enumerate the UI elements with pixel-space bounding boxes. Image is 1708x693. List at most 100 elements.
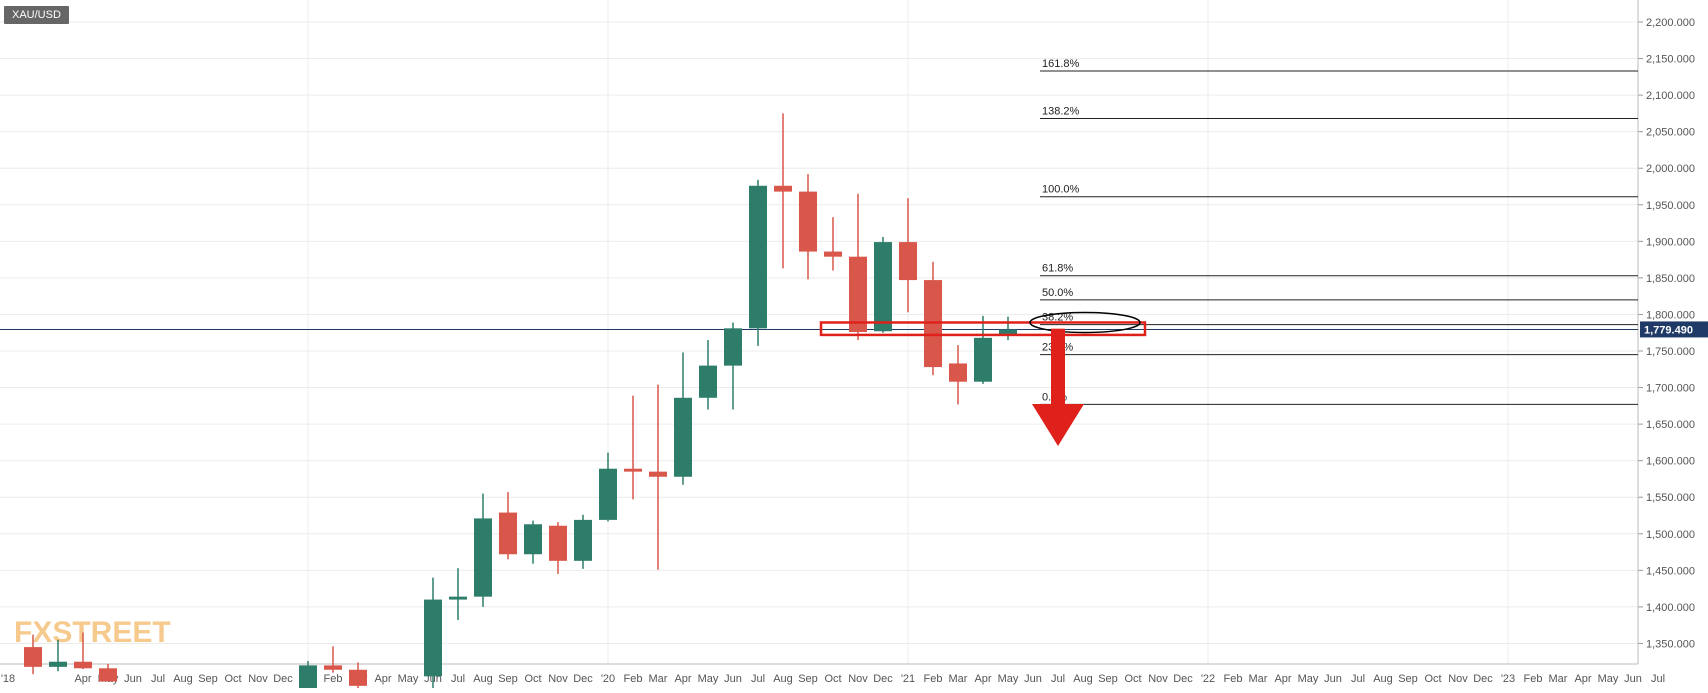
x-tick-label: May (1298, 673, 1319, 685)
x-tick-label: Jul (751, 673, 765, 685)
candle-body[interactable] (524, 524, 542, 555)
y-tick-label: 2,000.000 (1646, 163, 1695, 175)
x-tick-label: Aug (1373, 673, 1393, 685)
candle-body[interactable] (799, 191, 817, 252)
current-price-badge (1640, 321, 1708, 338)
x-tick-label: Mar (649, 673, 668, 685)
x-tick-label: '18 (1, 673, 15, 685)
current-price-value: 1,779.490 (1644, 324, 1693, 336)
x-tick-label: Apr (974, 673, 991, 685)
candle-body[interactable] (549, 525, 567, 561)
x-tick-label: '22 (1201, 673, 1215, 685)
y-tick-label: 1,600.000 (1646, 456, 1695, 468)
candle-body[interactable] (299, 665, 317, 693)
fib-382-oval (1029, 311, 1141, 334)
x-tick-label: Jun (124, 673, 142, 685)
candle-body[interactable] (999, 329, 1017, 336)
candle-body[interactable] (699, 365, 717, 398)
arrow-shaft (1051, 328, 1065, 407)
x-tick-label: May (1598, 673, 1619, 685)
x-tick-label: Dec (1473, 673, 1493, 685)
x-tick-label: Oct (824, 673, 841, 685)
x-tick-label: Mar (949, 673, 968, 685)
x-tick-label: Nov (248, 673, 268, 685)
y-tick-label: 1,800.000 (1646, 309, 1695, 321)
y-tick-label: 1,700.000 (1646, 383, 1695, 395)
x-tick-label: Aug (473, 673, 493, 685)
x-tick-label: Sep (1098, 673, 1118, 685)
candle-body[interactable] (849, 256, 867, 332)
x-tick-label: May (398, 673, 419, 685)
y-tick-label: 1,450.000 (1646, 565, 1695, 577)
candle-body[interactable] (99, 668, 117, 682)
x-tick-label: Nov (548, 673, 568, 685)
candle-body[interactable] (474, 518, 492, 597)
x-tick-label: Jun (1624, 673, 1642, 685)
y-tick-label: 2,150.000 (1646, 54, 1695, 66)
x-tick-label: Aug (773, 673, 793, 685)
candle-body[interactable] (499, 512, 517, 555)
candle-body[interactable] (674, 397, 692, 477)
candle-body[interactable] (774, 185, 792, 192)
x-tick-label: Feb (1224, 673, 1243, 685)
x-tick-label: Aug (173, 673, 193, 685)
candle-body[interactable] (949, 363, 967, 382)
candle-body[interactable] (724, 328, 742, 366)
fib-level-label: 100.0% (1042, 184, 1080, 196)
candle-body[interactable] (74, 661, 92, 669)
x-tick-label: Apr (1574, 673, 1591, 685)
y-tick-label: 1,950.000 (1646, 200, 1695, 212)
candle-body[interactable] (899, 242, 917, 281)
candle-body[interactable] (424, 599, 442, 677)
x-tick-label: Oct (224, 673, 241, 685)
x-tick-label: Dec (273, 673, 293, 685)
fib-level-label: 50.0% (1042, 287, 1073, 299)
x-tick-label: '21 (901, 673, 915, 685)
candle-body[interactable] (874, 242, 892, 332)
x-tick-label: Apr (674, 673, 691, 685)
x-tick-label: Feb (624, 673, 643, 685)
y-tick-label: 1,900.000 (1646, 236, 1695, 248)
x-tick-label: Oct (1424, 673, 1441, 685)
candle-body[interactable] (449, 596, 467, 600)
fib-level-label: 61.8% (1042, 263, 1073, 275)
candle-body[interactable] (749, 185, 767, 329)
watermark-logo: FXSTREET (14, 616, 171, 649)
y-tick-label: 2,050.000 (1646, 127, 1695, 139)
x-tick-label: '20 (601, 673, 615, 685)
candle-body[interactable] (599, 468, 617, 520)
x-tick-label: Oct (524, 673, 541, 685)
candle-body[interactable] (49, 661, 67, 667)
candle-body[interactable] (574, 519, 592, 561)
x-tick-label: Sep (198, 673, 218, 685)
fib-level-label: 161.8% (1042, 58, 1080, 70)
x-tick-label: Sep (1398, 673, 1418, 685)
x-tick-label: Jul (151, 673, 165, 685)
candle-body[interactable] (974, 337, 992, 382)
candle-body[interactable] (649, 471, 667, 477)
candle-body[interactable] (824, 251, 842, 257)
x-tick-label: Oct (1124, 673, 1141, 685)
y-tick-label: 1,650.000 (1646, 419, 1695, 431)
support-zone-box[interactable] (819, 321, 1147, 337)
y-tick-label: 1,500.000 (1646, 529, 1695, 541)
candle-body[interactable] (349, 669, 367, 686)
x-tick-label: Feb (324, 673, 343, 685)
candle-body[interactable] (324, 665, 342, 670)
x-tick-label: '23 (1501, 673, 1515, 685)
x-tick-label: Jul (1651, 673, 1665, 685)
candle-body[interactable] (624, 468, 642, 472)
candle-body[interactable] (24, 647, 42, 667)
fib-level-label: 138.2% (1042, 106, 1080, 118)
x-tick-label: Aug (1073, 673, 1093, 685)
x-tick-label: Jul (451, 673, 465, 685)
x-tick-label: Feb (1524, 673, 1543, 685)
x-tick-label: Dec (873, 673, 893, 685)
x-tick-label: Jun (724, 673, 742, 685)
x-tick-label: Feb (924, 673, 943, 685)
y-tick-label: 2,100.000 (1646, 90, 1695, 102)
x-tick-label: Dec (573, 673, 593, 685)
y-tick-label: 1,750.000 (1646, 346, 1695, 358)
